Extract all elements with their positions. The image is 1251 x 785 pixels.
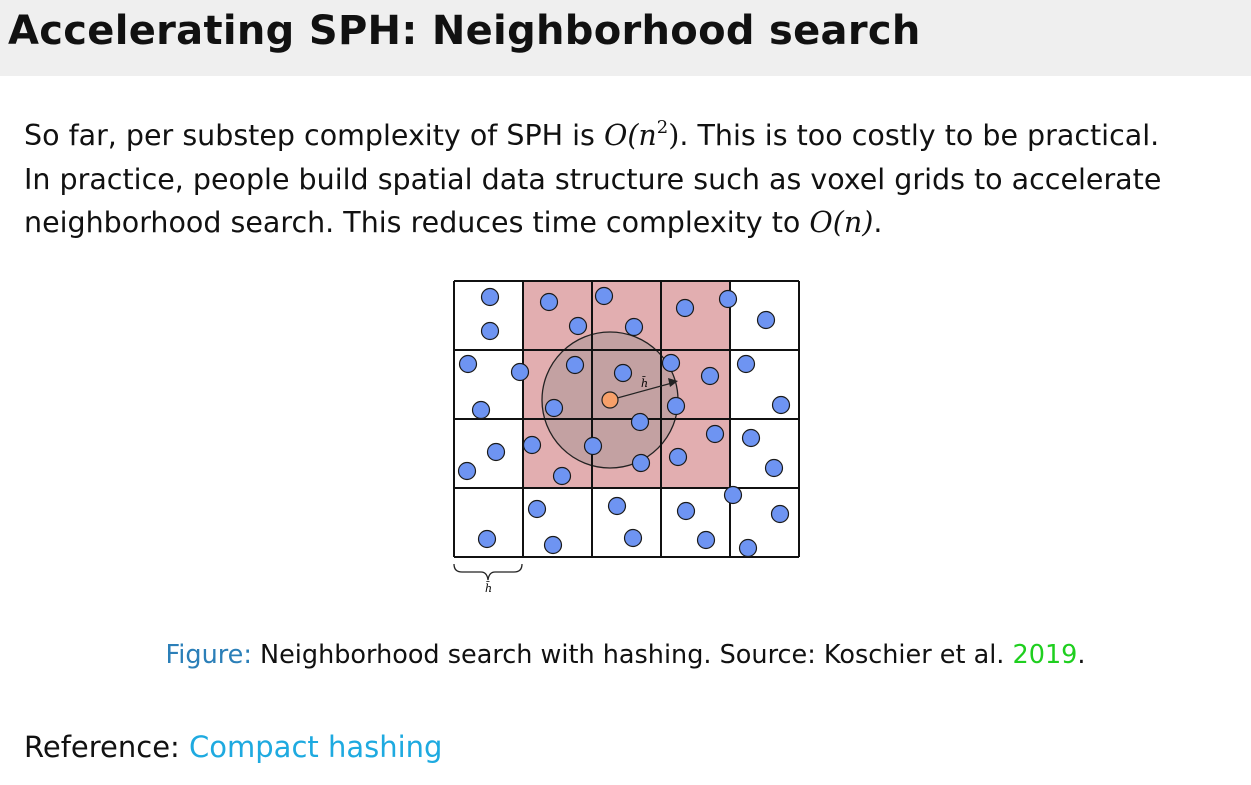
particle	[738, 538, 758, 558]
particle	[631, 453, 651, 473]
particle	[486, 442, 506, 462]
particle	[676, 501, 696, 521]
particle	[696, 530, 716, 550]
voxel-grid-lines	[453, 280, 800, 558]
neighbor-cell	[592, 419, 661, 488]
particle	[458, 354, 478, 374]
particle	[756, 310, 776, 330]
particle	[741, 428, 761, 448]
particle	[705, 424, 725, 444]
radius-label: h̄	[641, 377, 648, 390]
particle	[770, 504, 790, 524]
particle	[539, 292, 559, 312]
slide-title: Accelerating SPH: Neighborhood search	[8, 8, 921, 54]
neighborhood-grid-figure: h̄ h̄	[453, 280, 800, 595]
particle	[568, 316, 588, 336]
math-exponent: 2	[656, 117, 669, 138]
compact-hashing-link[interactable]: Compact hashing	[189, 730, 443, 764]
particle	[607, 496, 627, 516]
math-complexity-quadratic: O(n2)	[603, 117, 680, 153]
neighbor-cell	[592, 350, 661, 419]
particle	[457, 461, 477, 481]
particle	[527, 499, 547, 519]
particle	[675, 298, 695, 318]
particle	[583, 436, 603, 456]
particle	[543, 535, 563, 555]
neighbor-cell	[661, 281, 730, 350]
particle	[771, 395, 791, 415]
particle	[736, 354, 756, 374]
particle	[723, 485, 743, 505]
radius-arrowhead	[668, 378, 678, 387]
cell-size-brace	[453, 563, 523, 581]
particle	[471, 400, 491, 420]
cell-size-label: h̄	[485, 582, 492, 595]
title-bar: Accelerating SPH: Neighborhood search	[0, 0, 1251, 76]
reference-line: Reference: Compact hashing	[24, 730, 442, 764]
particle	[477, 529, 497, 549]
particle	[623, 528, 643, 548]
query-particle	[601, 391, 619, 409]
body-text: So far, per substep complexity of SPH is	[24, 119, 604, 152]
math-text: O(n	[603, 119, 657, 152]
particle	[544, 398, 564, 418]
particle	[594, 286, 614, 306]
radius-arrow	[609, 382, 673, 401]
particle	[565, 355, 585, 375]
particle	[666, 396, 686, 416]
particle	[480, 321, 500, 341]
figure-caption: Figure: Neighborhood search with hashing…	[0, 640, 1251, 670]
particle	[624, 317, 644, 337]
caption-label: Figure:	[165, 640, 252, 670]
body-line-3: neighborhood search. This reduces time c…	[24, 201, 1239, 245]
particle	[613, 363, 633, 383]
citation-year-link[interactable]: 2019	[1012, 640, 1078, 670]
particle	[552, 466, 572, 486]
particle	[764, 458, 784, 478]
particle	[510, 362, 530, 382]
particle	[522, 435, 542, 455]
reference-label: Reference:	[24, 730, 190, 764]
body-line-2: In practice, people build spatial data s…	[24, 162, 1162, 196]
caption-end: .	[1077, 640, 1086, 670]
math-text: )	[668, 119, 680, 152]
math-complexity-linear: O(n)	[809, 206, 874, 239]
particle	[661, 353, 681, 373]
particle	[668, 447, 688, 467]
particle	[718, 289, 738, 309]
body-text: .	[873, 206, 883, 239]
body-line-1: So far, per substep complexity of SPH is…	[24, 114, 1239, 158]
body-text: . This is too costly to be practical.	[679, 119, 1160, 152]
body-text: neighborhood search. This reduces time c…	[24, 206, 810, 239]
caption-text: Neighborhood search with hashing. Source…	[251, 640, 1013, 670]
particle	[630, 412, 650, 432]
particle	[700, 366, 720, 386]
particles	[457, 286, 791, 558]
body-paragraph: So far, per substep complexity of SPH is…	[24, 114, 1239, 245]
particle	[480, 287, 500, 307]
